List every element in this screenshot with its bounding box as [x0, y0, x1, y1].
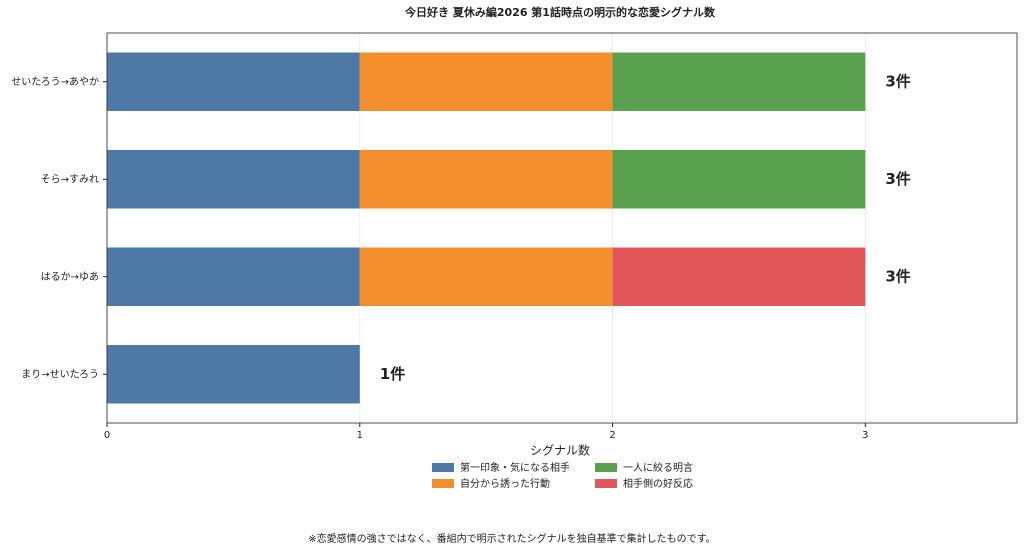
bar-segment — [612, 247, 866, 306]
bar-segment — [359, 52, 613, 111]
legend-swatch — [432, 479, 454, 488]
bar-segment — [359, 150, 613, 209]
x-tick-label: 2 — [609, 430, 615, 441]
bar-segment — [359, 247, 613, 306]
legend-label: 第一印象・気になる相手 — [460, 461, 570, 474]
chart-title: 今日好き 夏休み編2026 第1話時点の明示的な恋愛シグナル数 — [404, 5, 716, 19]
bar-segment — [612, 52, 866, 111]
bar-segment — [612, 150, 866, 209]
legend-label: 一人に絞る明言 — [623, 461, 693, 474]
legend-swatch — [595, 479, 617, 488]
x-tick-label: 1 — [357, 430, 363, 441]
legend-label: 自分から誘った行動 — [460, 477, 550, 490]
bar-segment — [107, 247, 360, 306]
total-label: 3件 — [885, 170, 910, 188]
y-tick-label: そら→すみれ — [41, 173, 99, 185]
y-tick-label: はるか→ゆあ — [41, 271, 99, 283]
x-tick-label: 0 — [104, 430, 110, 441]
x-tick-label: 3 — [862, 430, 868, 441]
legend-title: シグナル数 — [530, 443, 590, 458]
bar-segment — [107, 150, 360, 209]
footnote: ※恋愛感情の強さではなく、番組内で明示されたシグナルを独自基準で集計したものです… — [308, 532, 715, 545]
bar-segment — [107, 52, 360, 111]
legend-label: 相手側の好反応 — [623, 477, 693, 490]
total-label: 3件 — [885, 267, 910, 285]
bar-segment — [107, 345, 360, 404]
legend-swatch — [432, 463, 454, 472]
plot-frame — [106, 32, 1018, 424]
y-tick-label: まり→せいたろう — [21, 368, 99, 380]
total-label: 3件 — [885, 72, 910, 90]
total-label: 1件 — [380, 365, 405, 383]
y-tick-label: せいたろう→あやか — [11, 76, 99, 88]
legend-swatch — [595, 463, 617, 472]
